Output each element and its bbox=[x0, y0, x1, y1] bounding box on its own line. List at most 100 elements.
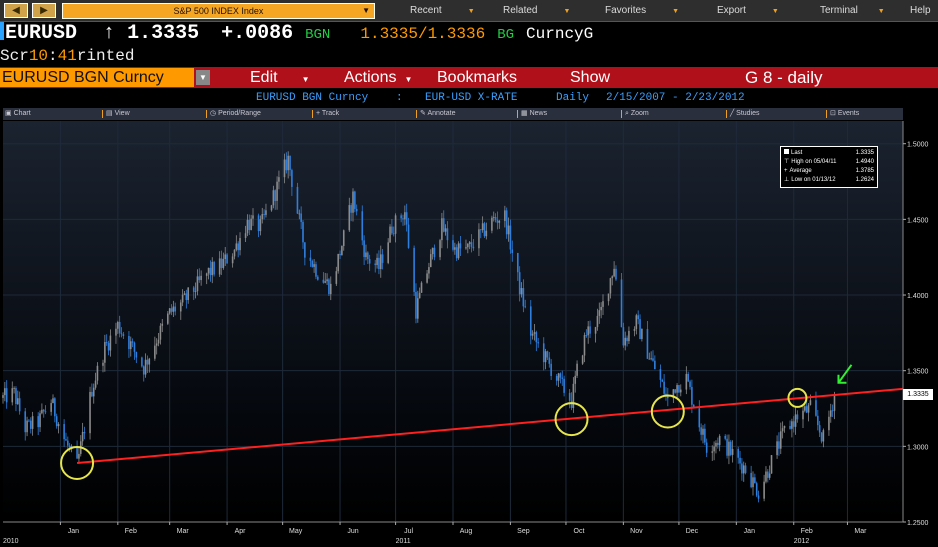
candle-body bbox=[555, 375, 558, 381]
candle-body bbox=[757, 495, 760, 499]
top-menu-bar: ◀ ▶ S&P 500 INDEX Index ▼ Recent ▼ Relate… bbox=[0, 0, 938, 22]
candle-body bbox=[50, 403, 52, 412]
candle-body bbox=[394, 215, 397, 234]
candle-body bbox=[533, 332, 536, 334]
candle-body bbox=[89, 391, 91, 434]
legend-low-value: 1.2624 bbox=[855, 177, 874, 183]
candle-body bbox=[129, 341, 132, 350]
candle-body bbox=[692, 404, 695, 409]
candle-body bbox=[218, 258, 221, 275]
x-tick-label: Jan bbox=[68, 528, 79, 535]
candle-body bbox=[574, 375, 577, 384]
tool-chart[interactable]: ▣ Chart bbox=[5, 108, 31, 120]
candle-body bbox=[705, 442, 708, 453]
tool-news[interactable]: ▦ News bbox=[517, 108, 547, 120]
candle-body bbox=[546, 351, 549, 358]
menu-favorites[interactable]: Favorites ▼ bbox=[605, 0, 679, 21]
candle-body bbox=[581, 355, 584, 364]
candle-body bbox=[170, 308, 173, 312]
candle-body bbox=[67, 440, 69, 446]
tool-annotate[interactable]: ✎ Annotate bbox=[416, 108, 456, 120]
candle-body bbox=[200, 275, 202, 281]
index-selector[interactable]: S&P 500 INDEX Index ▼ bbox=[62, 3, 375, 19]
candle-body bbox=[431, 247, 434, 255]
candle-body bbox=[183, 293, 186, 295]
candle-body bbox=[781, 428, 784, 432]
candle-body bbox=[418, 292, 421, 299]
candle-body bbox=[146, 359, 149, 365]
candle-body bbox=[185, 293, 188, 301]
chevron-down-icon: ▼ bbox=[672, 8, 680, 15]
tool-track[interactable]: + Track bbox=[312, 108, 339, 120]
tool-annotate-label: Annotate bbox=[427, 110, 456, 117]
menu-export[interactable]: Export ▼ bbox=[717, 0, 779, 21]
tool-studies[interactable]: ╱ Studies bbox=[726, 108, 760, 120]
tool-zoom[interactable]: ⌕ Zoom bbox=[621, 108, 649, 120]
candle-body bbox=[522, 288, 525, 307]
candle-body bbox=[329, 283, 332, 295]
menu-terminal[interactable]: Terminal ▼ bbox=[820, 0, 885, 21]
security-field[interactable]: EURUSD BGN Curncy bbox=[0, 68, 194, 87]
cursor-caret bbox=[0, 22, 4, 40]
candle-body bbox=[192, 287, 195, 292]
tool-period-range[interactable]: ◷ Period/Range bbox=[206, 108, 261, 120]
candle-body bbox=[194, 291, 197, 292]
menu-actions[interactable]: Actions ▼ bbox=[344, 67, 412, 88]
y-tick-label: 1.3000 bbox=[907, 444, 929, 451]
menu-recent[interactable]: Recent ▼ bbox=[410, 0, 475, 21]
menu-show[interactable]: Show bbox=[570, 69, 611, 86]
tool-view[interactable]: ▤ View bbox=[102, 108, 130, 120]
candle-body bbox=[15, 388, 17, 405]
candle-body bbox=[205, 273, 208, 276]
menu-edit[interactable]: Edit ▼ bbox=[250, 67, 310, 88]
candle-body bbox=[52, 398, 54, 404]
ticker-arrow: ↑ bbox=[103, 22, 116, 45]
ticker-source2: BG bbox=[497, 27, 515, 43]
candle-body bbox=[459, 243, 462, 249]
candle-body bbox=[794, 414, 797, 427]
tool-view-label: View bbox=[114, 110, 130, 117]
candle-body bbox=[535, 332, 538, 343]
ticker-last: 1.3335 bbox=[127, 22, 200, 45]
candle-body bbox=[324, 281, 327, 283]
candle-body bbox=[78, 453, 80, 459]
candle-body bbox=[161, 323, 164, 326]
candle-body bbox=[689, 381, 691, 387]
candle-body bbox=[752, 477, 754, 488]
forward-button[interactable]: ▶ bbox=[32, 3, 56, 18]
menu-actions-label: Actions bbox=[344, 69, 397, 86]
tool-events[interactable]: ⊡ Events bbox=[826, 108, 859, 120]
candle-body bbox=[822, 430, 825, 442]
candle-body bbox=[518, 272, 521, 295]
candle-body bbox=[144, 359, 147, 375]
menu-help[interactable]: Help bbox=[910, 5, 931, 16]
candle-body bbox=[298, 213, 301, 215]
candle-body bbox=[272, 190, 275, 206]
candle-body bbox=[481, 223, 484, 231]
back-button[interactable]: ◀ bbox=[4, 3, 28, 18]
candle-body bbox=[142, 366, 145, 375]
menu-bookmarks[interactable]: Bookmarks bbox=[437, 69, 518, 86]
candle-body bbox=[378, 257, 380, 270]
candle-body bbox=[572, 383, 575, 408]
candle-body bbox=[676, 385, 678, 393]
candle-body bbox=[289, 155, 291, 171]
candle-body bbox=[507, 225, 510, 235]
studies-icon: ╱ bbox=[730, 110, 735, 117]
candle-body bbox=[767, 471, 769, 478]
candle-body bbox=[739, 457, 741, 464]
candle-body bbox=[211, 261, 214, 276]
candle-body bbox=[729, 441, 732, 455]
candle-body bbox=[18, 398, 21, 412]
menu-related[interactable]: Related ▼ bbox=[503, 0, 570, 21]
security-dropdown-button[interactable]: ▼ bbox=[196, 70, 210, 85]
candle-body bbox=[337, 253, 339, 272]
candle-body bbox=[755, 483, 758, 496]
candle-body bbox=[196, 276, 199, 292]
candle-body bbox=[548, 357, 551, 364]
x-year-label: 2011 bbox=[396, 538, 411, 545]
candle-body bbox=[587, 326, 589, 336]
function-code: G 8 - daily bbox=[745, 68, 823, 87]
candle-body bbox=[531, 333, 534, 336]
